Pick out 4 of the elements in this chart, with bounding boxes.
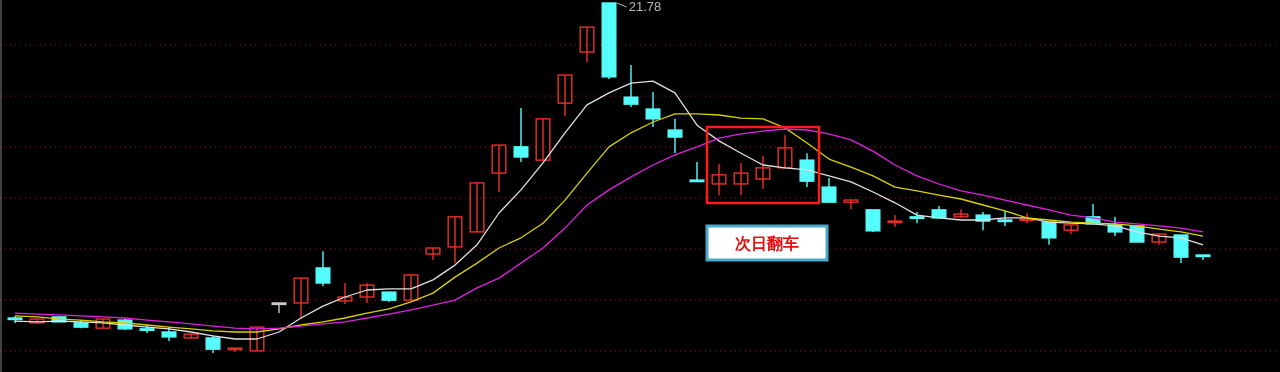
annotation: 21.78 xyxy=(616,0,662,14)
annotation: 次日翻车 xyxy=(705,224,829,262)
annotation: 21.78 xyxy=(628,0,662,14)
annotation: 次日翻车 xyxy=(735,235,799,252)
